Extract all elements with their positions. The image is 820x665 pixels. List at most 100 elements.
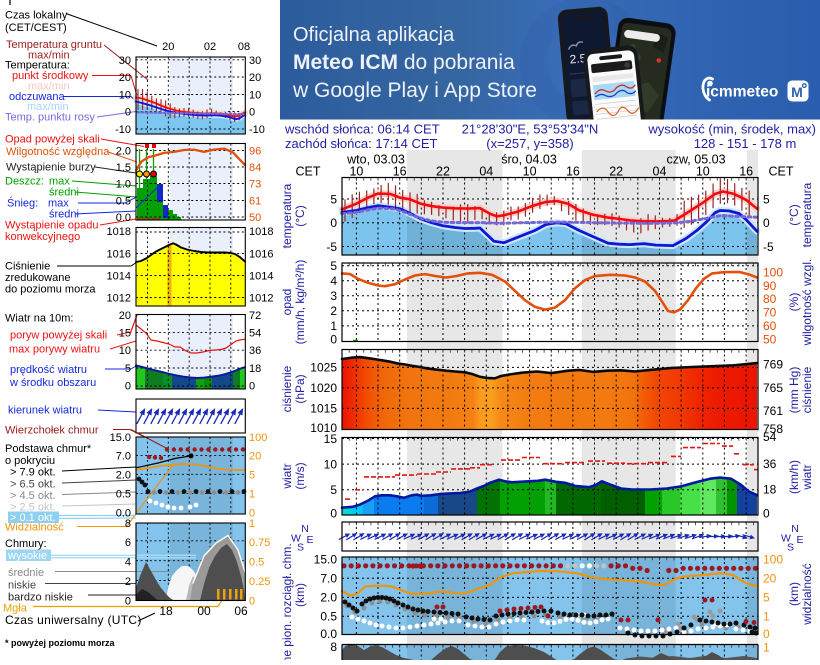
svg-text:0.25: 0.25 (249, 576, 270, 588)
svg-text:100: 100 (763, 265, 783, 279)
svg-text:-10: -10 (249, 124, 265, 136)
svg-text:08: 08 (238, 41, 250, 53)
svg-text:S: S (297, 542, 304, 554)
svg-text:20: 20 (249, 450, 261, 462)
svg-text:0: 0 (763, 627, 770, 641)
svg-text:1014: 1014 (249, 271, 273, 283)
svg-text:0: 0 (763, 216, 770, 230)
svg-text:20: 20 (162, 41, 174, 53)
svg-text:0.0: 0.0 (116, 212, 131, 224)
svg-text:E: E (796, 534, 803, 546)
svg-text:80: 80 (763, 292, 777, 306)
svg-text:22: 22 (436, 165, 450, 179)
svg-text:8: 8 (330, 640, 337, 654)
svg-text:2: 2 (330, 304, 337, 318)
svg-text:Wilgotność względna: Wilgotność względna (6, 146, 110, 158)
svg-text:średnie: średnie (8, 567, 44, 579)
svg-text:niskie: niskie (8, 580, 36, 592)
svg-text:o pokryciu: o pokryciu (5, 455, 55, 467)
svg-text:0: 0 (330, 332, 337, 346)
svg-text:1018: 1018 (249, 226, 273, 238)
svg-text:100: 100 (249, 432, 267, 444)
svg-text:15.0: 15.0 (110, 432, 131, 444)
svg-text:ciśnienie: ciśnienie (280, 365, 294, 412)
svg-text:(°C): (°C) (293, 205, 307, 226)
svg-text:5: 5 (330, 192, 337, 206)
svg-text:0.5: 0.5 (116, 488, 131, 500)
svg-text:18: 18 (763, 483, 777, 497)
svg-text:wilgotność wzgl.: wilgotność wzgl. (800, 259, 814, 347)
svg-text:00: 00 (197, 604, 211, 618)
svg-text:Chmury:: Chmury: (5, 538, 47, 550)
svg-text:0.5: 0.5 (320, 610, 337, 624)
svg-text:04: 04 (479, 165, 493, 179)
svg-text:Temp. punktu rosy: Temp. punktu rosy (5, 112, 95, 124)
svg-text:wiatr: wiatr (280, 463, 294, 489)
svg-text:90: 90 (763, 279, 777, 293)
svg-text:0: 0 (249, 596, 255, 608)
svg-text:5: 5 (249, 469, 255, 481)
svg-text:widzialność: widzialność (800, 563, 814, 625)
svg-text:6: 6 (125, 537, 131, 549)
svg-text:S: S (787, 542, 794, 554)
svg-text:5: 5 (330, 483, 337, 497)
svg-text:4: 4 (125, 557, 131, 569)
svg-text:54: 54 (763, 430, 777, 444)
svg-text:1: 1 (763, 640, 770, 654)
svg-text:36: 36 (763, 457, 777, 471)
svg-text:Ciśnienie: Ciśnienie (5, 261, 50, 273)
svg-text:(km/h): (km/h) (787, 460, 801, 494)
svg-text:5: 5 (330, 259, 337, 273)
svg-text:761: 761 (763, 404, 783, 418)
svg-text:(CET/CEST): (CET/CEST) (5, 22, 67, 34)
svg-text:0.5: 0.5 (116, 196, 131, 208)
svg-text:1.5: 1.5 (116, 162, 131, 174)
svg-text:0.0: 0.0 (320, 627, 337, 641)
svg-text:(km): (km) (293, 583, 307, 607)
svg-text:10: 10 (119, 90, 131, 102)
svg-text:5: 5 (763, 192, 770, 206)
svg-text:M: M (791, 84, 803, 100)
svg-text:1015: 1015 (310, 402, 337, 416)
svg-text:70: 70 (763, 306, 777, 320)
svg-text:0: 0 (249, 107, 255, 119)
svg-text:E: E (306, 534, 313, 546)
svg-text:18: 18 (249, 363, 261, 375)
svg-text:16: 16 (566, 165, 580, 179)
svg-text:0: 0 (330, 506, 337, 520)
svg-text:36: 36 (249, 345, 261, 357)
svg-text:zredukowane: zredukowane (5, 272, 70, 284)
svg-text:0: 0 (763, 506, 770, 520)
svg-text:wysokość (min, środek, max): wysokość (min, środek, max) (647, 122, 816, 137)
svg-text:1016: 1016 (249, 249, 273, 261)
svg-text:zachód słońca: 17:14 CET: zachód słońca: 17:14 CET (285, 136, 438, 151)
svg-text:1016: 1016 (107, 249, 131, 261)
svg-text:0: 0 (125, 381, 131, 393)
svg-text:wysokie: wysokie (7, 550, 47, 562)
svg-text:Opad powyżej skali: Opad powyżej skali (5, 134, 100, 146)
svg-text:1: 1 (249, 518, 255, 530)
svg-text:Śnieg:: Śnieg: (7, 197, 38, 210)
svg-text:(°C): (°C) (787, 204, 801, 225)
svg-text:(hPa): (hPa) (293, 374, 307, 403)
svg-text:7.0: 7.0 (320, 572, 337, 586)
svg-text:30: 30 (249, 55, 261, 67)
svg-text:icmmeteo: icmmeteo (706, 84, 778, 101)
svg-text:10: 10 (249, 90, 261, 102)
svg-text:128 - 151 - 178 m: 128 - 151 - 178 m (694, 136, 797, 151)
svg-text:> 6.5 okt.: > 6.5 okt. (10, 479, 56, 491)
svg-text:prędkość wiatru: prędkość wiatru (10, 364, 87, 376)
svg-text:1014: 1014 (107, 271, 131, 283)
svg-text:1018: 1018 (107, 226, 131, 238)
svg-text:15: 15 (119, 328, 131, 340)
svg-text:0.5: 0.5 (249, 557, 264, 569)
svg-text:Wiatr na 10m:: Wiatr na 10m: (5, 313, 73, 325)
svg-text:kierunek wiatru: kierunek wiatru (8, 405, 82, 417)
svg-text:zachm. ogólne: zachm. ogólne (280, 650, 294, 660)
svg-text:temperatura: temperatura (800, 182, 814, 247)
svg-text:20: 20 (119, 310, 131, 322)
svg-text:1: 1 (763, 610, 770, 624)
svg-text:Deszcz:: Deszcz: (5, 176, 44, 188)
svg-text:15.0: 15.0 (314, 553, 338, 567)
svg-text:-5: -5 (763, 240, 774, 254)
